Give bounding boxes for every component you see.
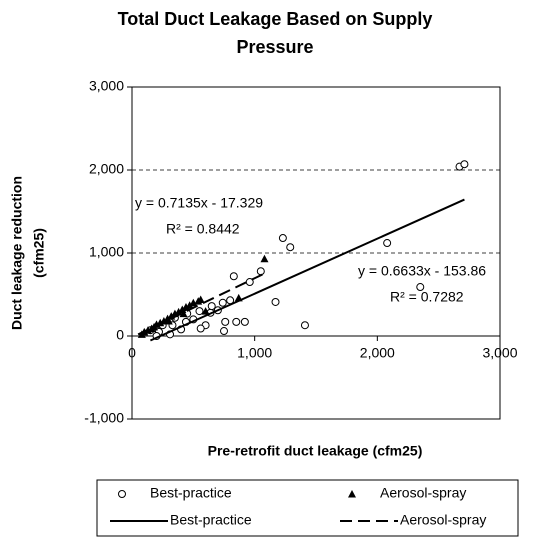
point: [245, 278, 254, 287]
point: [278, 234, 287, 243]
legend-swatch: [118, 490, 126, 498]
x-tick-label: 1,000: [237, 345, 272, 361]
x-axis-label: Pre-retrofit duct leakage (cfm25): [208, 443, 423, 459]
annotation: y = 0.7135x - 17.329: [135, 195, 263, 211]
point: [256, 267, 265, 276]
point: [240, 317, 249, 326]
point: [201, 307, 210, 315]
y-tick-label: 1,000: [89, 244, 124, 260]
point: [179, 309, 188, 318]
legend-box: [96, 479, 519, 537]
point: [232, 317, 241, 326]
point: [286, 243, 295, 252]
legend-label: Best-practice: [150, 485, 232, 501]
trendline: [149, 198, 465, 342]
trendline: [137, 272, 265, 336]
point: [271, 297, 280, 306]
point: [260, 254, 269, 263]
point: [221, 317, 230, 326]
point: [195, 307, 204, 316]
annotation: R² = 0.7282: [390, 289, 464, 305]
x-tick-label: 2,000: [360, 345, 395, 361]
y-tick-label: 0: [116, 327, 124, 343]
point: [218, 298, 227, 307]
point: [416, 283, 425, 292]
y-axis-label: (cfm25): [31, 228, 47, 278]
annotation: y = 0.6633x - 153.86: [358, 263, 486, 279]
point: [220, 327, 228, 336]
point: [229, 272, 238, 281]
chart-title: Pressure: [236, 37, 313, 57]
point: [164, 317, 173, 325]
legend-label: Aerosol-spray: [380, 485, 466, 501]
point: [196, 324, 205, 333]
legend-label: Aerosol-spray: [400, 512, 486, 528]
legend-swatch: [348, 490, 356, 498]
legend-label: Best-practice: [170, 512, 252, 528]
point: [196, 295, 205, 303]
y-axis-label: Duct leakage reduction: [9, 176, 25, 330]
point: [460, 160, 469, 169]
point: [185, 301, 194, 309]
y-tick-label: -1,000: [84, 410, 124, 426]
y-tick-label: 3,000: [89, 78, 124, 94]
annotation: R² = 0.8442: [166, 221, 240, 237]
point: [207, 302, 216, 311]
x-tick-label: 0: [128, 345, 136, 361]
y-tick-label: 2,000: [89, 161, 124, 177]
point: [300, 321, 309, 330]
x-tick-label: 3,000: [482, 345, 517, 361]
chart-title: Total Duct Leakage Based on Supply: [118, 9, 433, 29]
point: [383, 239, 392, 248]
